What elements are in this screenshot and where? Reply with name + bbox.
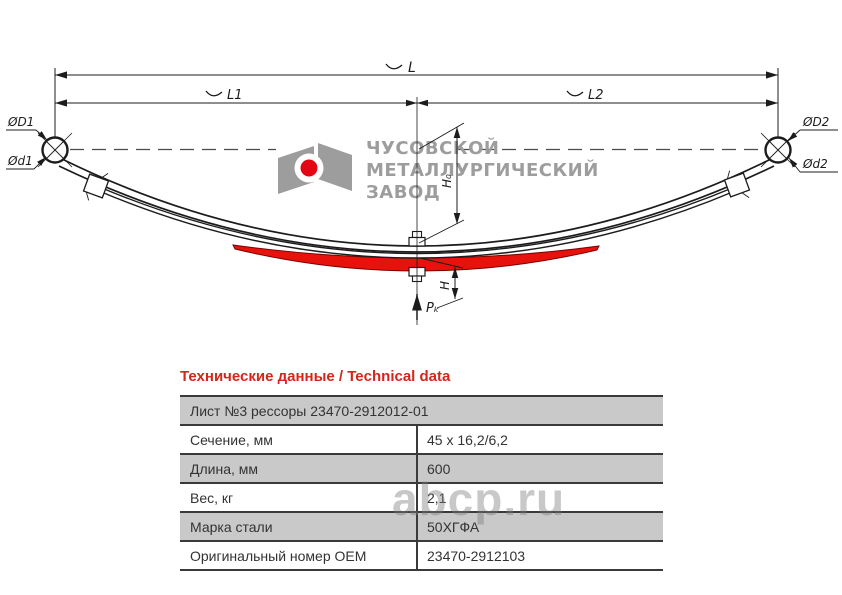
dim-label-l2: L2 bbox=[588, 88, 604, 103]
table-row: Сечение, мм 45 x 16,2/6,2 bbox=[180, 426, 663, 455]
arc-length-icon bbox=[566, 90, 584, 97]
h-extension-bottom bbox=[436, 297, 464, 309]
left-clamp-pin bbox=[85, 191, 90, 201]
row-value: 23470-2912103 bbox=[416, 542, 663, 569]
right-eye-cross bbox=[769, 141, 787, 159]
row-value: 50ХГФА bbox=[416, 513, 663, 540]
row-label: Вес, кг bbox=[190, 489, 234, 506]
table-row: Марка стали 50ХГФА bbox=[180, 513, 663, 542]
left-eye bbox=[37, 132, 73, 168]
left-eye-tick bbox=[63, 158, 73, 168]
dim-label-l: L bbox=[408, 60, 416, 76]
dim-label-h0: H₀ bbox=[440, 174, 454, 188]
center-arrow-left bbox=[406, 99, 417, 107]
right-clamp-pin bbox=[726, 170, 731, 180]
label-d2-outer: ØD2 bbox=[802, 115, 829, 129]
logo-dot bbox=[300, 159, 318, 177]
logo-text-line3: ЗАВОД bbox=[366, 182, 440, 203]
right-clamp bbox=[723, 170, 751, 199]
right-clamp-body bbox=[723, 172, 751, 198]
left-eye-cross bbox=[46, 141, 64, 159]
label-d1-inner: Ød1 bbox=[7, 154, 33, 168]
row-value: 2,1 bbox=[416, 484, 663, 511]
row-value: 45 x 16,2/6,2 bbox=[416, 426, 663, 453]
left-eye-tick bbox=[63, 132, 73, 142]
table-row: Лист №3 рессоры 23470-2912012-01 bbox=[180, 397, 663, 426]
table-row: Длина, мм 600 bbox=[180, 455, 663, 484]
table-title: Технические данные / Technical data bbox=[180, 368, 451, 385]
right-eye bbox=[760, 132, 796, 168]
right-eye-tick bbox=[760, 132, 770, 142]
load-arrow: Pₖ bbox=[412, 294, 439, 320]
leader-d2-outer bbox=[787, 129, 801, 142]
row-value: 600 bbox=[416, 455, 663, 482]
load-label: Pₖ bbox=[426, 301, 439, 316]
logo-text-line2: МЕТАЛЛУРГИЧЕСКИЙ bbox=[366, 159, 599, 181]
center-arrow-right bbox=[417, 99, 428, 107]
table-header: Лист №3 рессоры 23470-2912012-01 bbox=[190, 402, 429, 419]
row-label: Длина, мм bbox=[190, 460, 259, 477]
dimension-h0: H₀ bbox=[418, 122, 465, 244]
left-clamp bbox=[82, 172, 110, 201]
eye-labels-right: ØD2 Ød2 bbox=[787, 115, 838, 173]
h-extension-top bbox=[419, 257, 464, 269]
eye-labels-left: ØD1 Ød1 bbox=[6, 115, 48, 170]
dim-label-l1: L1 bbox=[227, 88, 243, 103]
dimension-l1-l2: L1 L2 bbox=[54, 88, 778, 107]
arc-length-icon bbox=[385, 63, 403, 70]
dimension-l: L bbox=[54, 60, 779, 144]
leader-d2-inner bbox=[788, 157, 801, 173]
label-d1-outer: ØD1 bbox=[7, 115, 34, 129]
right-eye-tick bbox=[786, 132, 796, 142]
row-label: Сечение, мм bbox=[190, 431, 273, 448]
leader-d1-inner bbox=[33, 156, 47, 170]
left-eye-tick bbox=[37, 132, 47, 142]
dimension-h: H bbox=[419, 257, 464, 309]
technical-data-section: Технические данные / Technical data Лист… bbox=[180, 366, 663, 571]
dim-label-h: H bbox=[438, 281, 452, 290]
table-row: Оригинальный номер OEM 23470-2912103 bbox=[180, 542, 663, 571]
row-label: Оригинальный номер OEM bbox=[190, 547, 367, 564]
right-eye-tick bbox=[760, 158, 770, 168]
label-d2-inner: Ød2 bbox=[802, 157, 828, 171]
leaf-3-highlight bbox=[232, 244, 600, 272]
logo: ЧУСОВСКОЙ МЕТАЛЛУРГИЧЕСКИЙ ЗАВОД bbox=[278, 137, 599, 203]
left-clamp-pin bbox=[100, 172, 109, 179]
left-eye-tick bbox=[37, 158, 47, 168]
logo-text-line1: ЧУСОВСКОЙ bbox=[366, 137, 499, 159]
leader-d1-outer bbox=[35, 129, 48, 141]
table-row: Вес, кг 2,1 bbox=[180, 484, 663, 513]
arc-length-icon bbox=[205, 90, 223, 97]
logo-mark-right bbox=[318, 143, 352, 191]
technical-data-table: Лист №3 рессоры 23470-2912012-01 Сечение… bbox=[180, 395, 663, 571]
row-label: Марка стали bbox=[190, 518, 273, 535]
left-clamp-body bbox=[82, 173, 110, 199]
leaf-spring-drawing: L L1 L2 ЧУСОВСКОЙ МЕТАЛЛУРГИЧЕСКИЙ ЗАВОД bbox=[6, 60, 838, 325]
right-clamp-pin bbox=[741, 192, 750, 199]
